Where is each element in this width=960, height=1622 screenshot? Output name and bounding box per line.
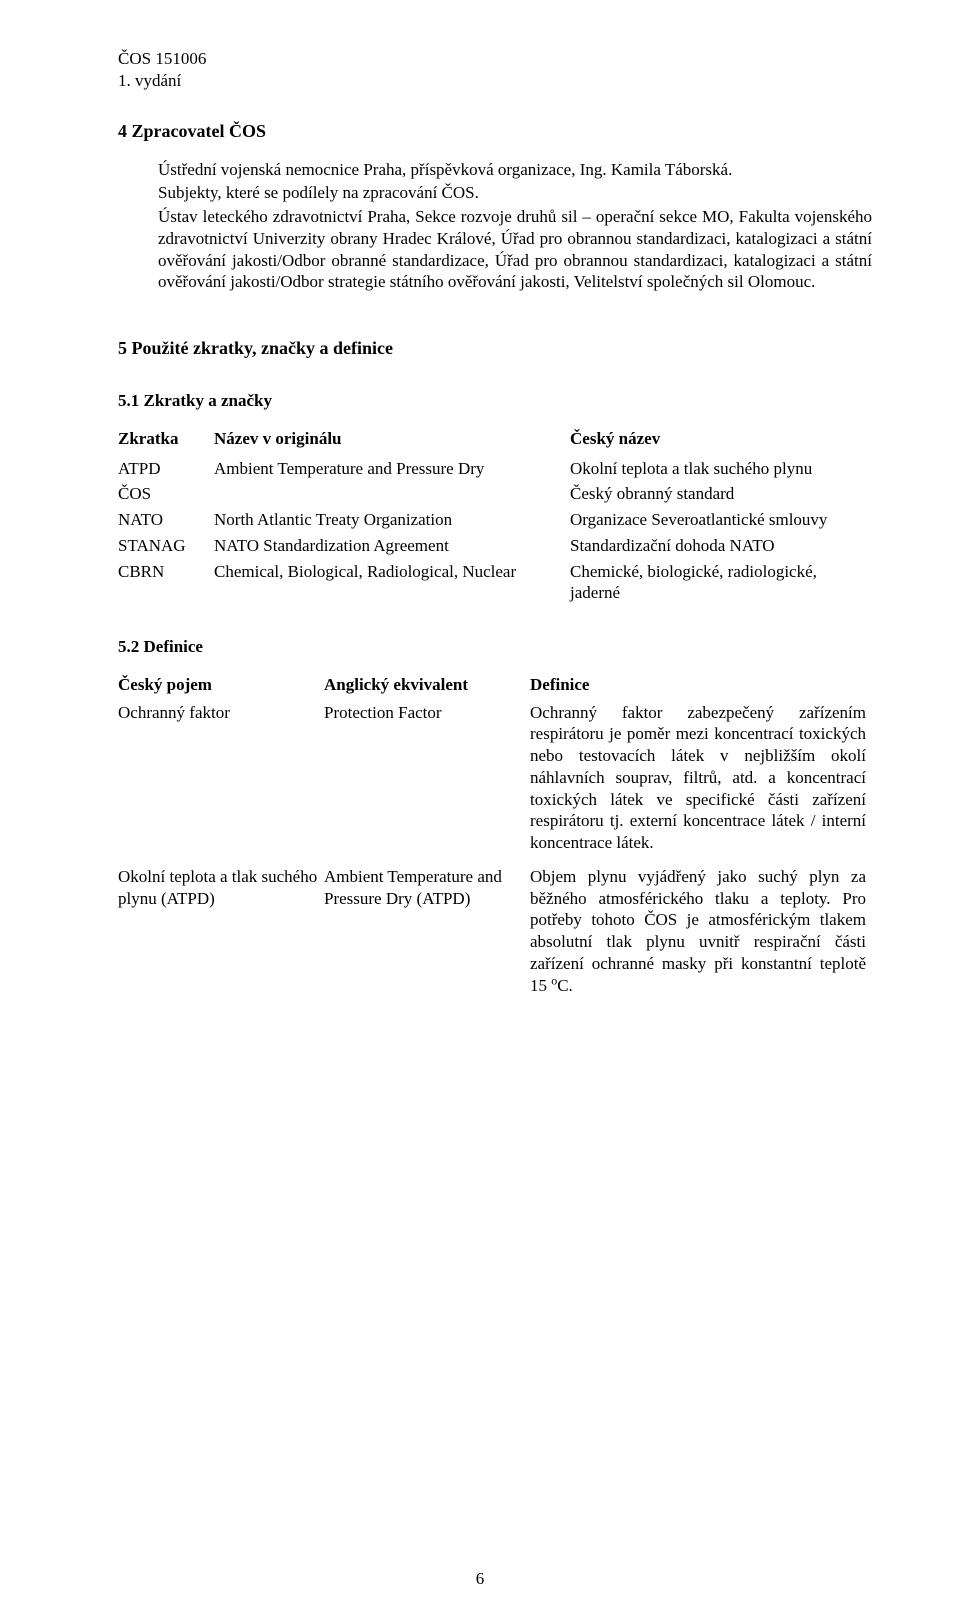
def-text-prefix: Objem plynu vyjádřený jako suchý plyn za… xyxy=(530,867,866,995)
cz-cell: Standardizační dohoda NATO xyxy=(570,533,872,559)
cz-cell: Organizace Severoatlantické smlouvy xyxy=(570,507,872,533)
en-cell: Ambient Temperature and Pressure Dry (AT… xyxy=(324,864,530,1007)
cz-cell: Český obranný standard xyxy=(570,481,872,507)
abbr-cell: ATPD xyxy=(118,456,214,482)
table-row: CBRN Chemical, Biological, Radiological,… xyxy=(118,559,872,607)
en-cell: Protection Factor xyxy=(324,700,530,864)
section-4-heading: 4 Zpracovatel ČOS xyxy=(118,120,872,143)
def-text-suffix: C. xyxy=(557,976,573,995)
table-row: ATPD Ambient Temperature and Pressure Dr… xyxy=(118,456,872,482)
cz-cell: Chemické, biologické, radiologické, jade… xyxy=(570,559,872,607)
section-4-p1: Ústřední vojenská nemocnice Praha, přísp… xyxy=(118,159,872,181)
page: ČOS 151006 1. vydání 4 Zpracovatel ČOS Ú… xyxy=(0,0,960,1622)
table-header-row: Český pojem Anglický ekvivalent Definice xyxy=(118,672,872,700)
def-cell: Objem plynu vyjádřený jako suchý plyn za… xyxy=(530,864,872,1007)
definitions-table: Český pojem Anglický ekvivalent Definice… xyxy=(118,672,872,1007)
abbr-cell: ČOS xyxy=(118,481,214,507)
section-5-1-heading: 5.1 Zkratky a značky xyxy=(118,390,872,412)
page-number: 6 xyxy=(0,1568,960,1590)
term-cell: Okolní teplota a tlak suchého plynu (ATP… xyxy=(118,864,324,1007)
section-4-p2: Subjekty, které se podílely na zpracován… xyxy=(118,182,872,204)
col-def: Definice xyxy=(530,672,872,700)
col-term: Český pojem xyxy=(118,672,324,700)
orig-cell: NATO Standardization Agreement xyxy=(214,533,570,559)
abbr-cell: STANAG xyxy=(118,533,214,559)
col-en: Anglický ekvivalent xyxy=(324,672,530,700)
doc-code: ČOS 151006 xyxy=(118,48,872,70)
orig-cell: Ambient Temperature and Pressure Dry xyxy=(214,456,570,482)
section-5-2-heading: 5.2 Definice xyxy=(118,636,872,658)
orig-cell: North Atlantic Treaty Organization xyxy=(214,507,570,533)
col-abbr: Zkratka xyxy=(118,426,214,456)
abbreviations-table: Zkratka Název v originálu Český název AT… xyxy=(118,426,872,606)
table-row: NATO North Atlantic Treaty Organization … xyxy=(118,507,872,533)
table-header-row: Zkratka Název v originálu Český název xyxy=(118,426,872,456)
abbr-cell: CBRN xyxy=(118,559,214,607)
col-cz: Český název xyxy=(570,426,872,456)
term-cell: Ochranný faktor xyxy=(118,700,324,864)
table-row: Okolní teplota a tlak suchého plynu (ATP… xyxy=(118,864,872,1007)
def-cell: Ochranný faktor zabezpečený zařízením re… xyxy=(530,700,872,864)
cz-cell: Okolní teplota a tlak suchého plynu xyxy=(570,456,872,482)
table-row: ČOS Český obranný standard xyxy=(118,481,872,507)
doc-edition: 1. vydání xyxy=(118,70,872,92)
section-4-p3: Ústav leteckého zdravotnictví Praha, Sek… xyxy=(118,206,872,293)
orig-cell: Chemical, Biological, Radiological, Nucl… xyxy=(214,559,570,607)
table-row: Ochranný faktor Protection Factor Ochran… xyxy=(118,700,872,864)
abbr-cell: NATO xyxy=(118,507,214,533)
section-5-heading: 5 Použité zkratky, značky a definice xyxy=(118,337,872,360)
table-row: STANAG NATO Standardization Agreement St… xyxy=(118,533,872,559)
orig-cell xyxy=(214,481,570,507)
col-orig: Název v originálu xyxy=(214,426,570,456)
